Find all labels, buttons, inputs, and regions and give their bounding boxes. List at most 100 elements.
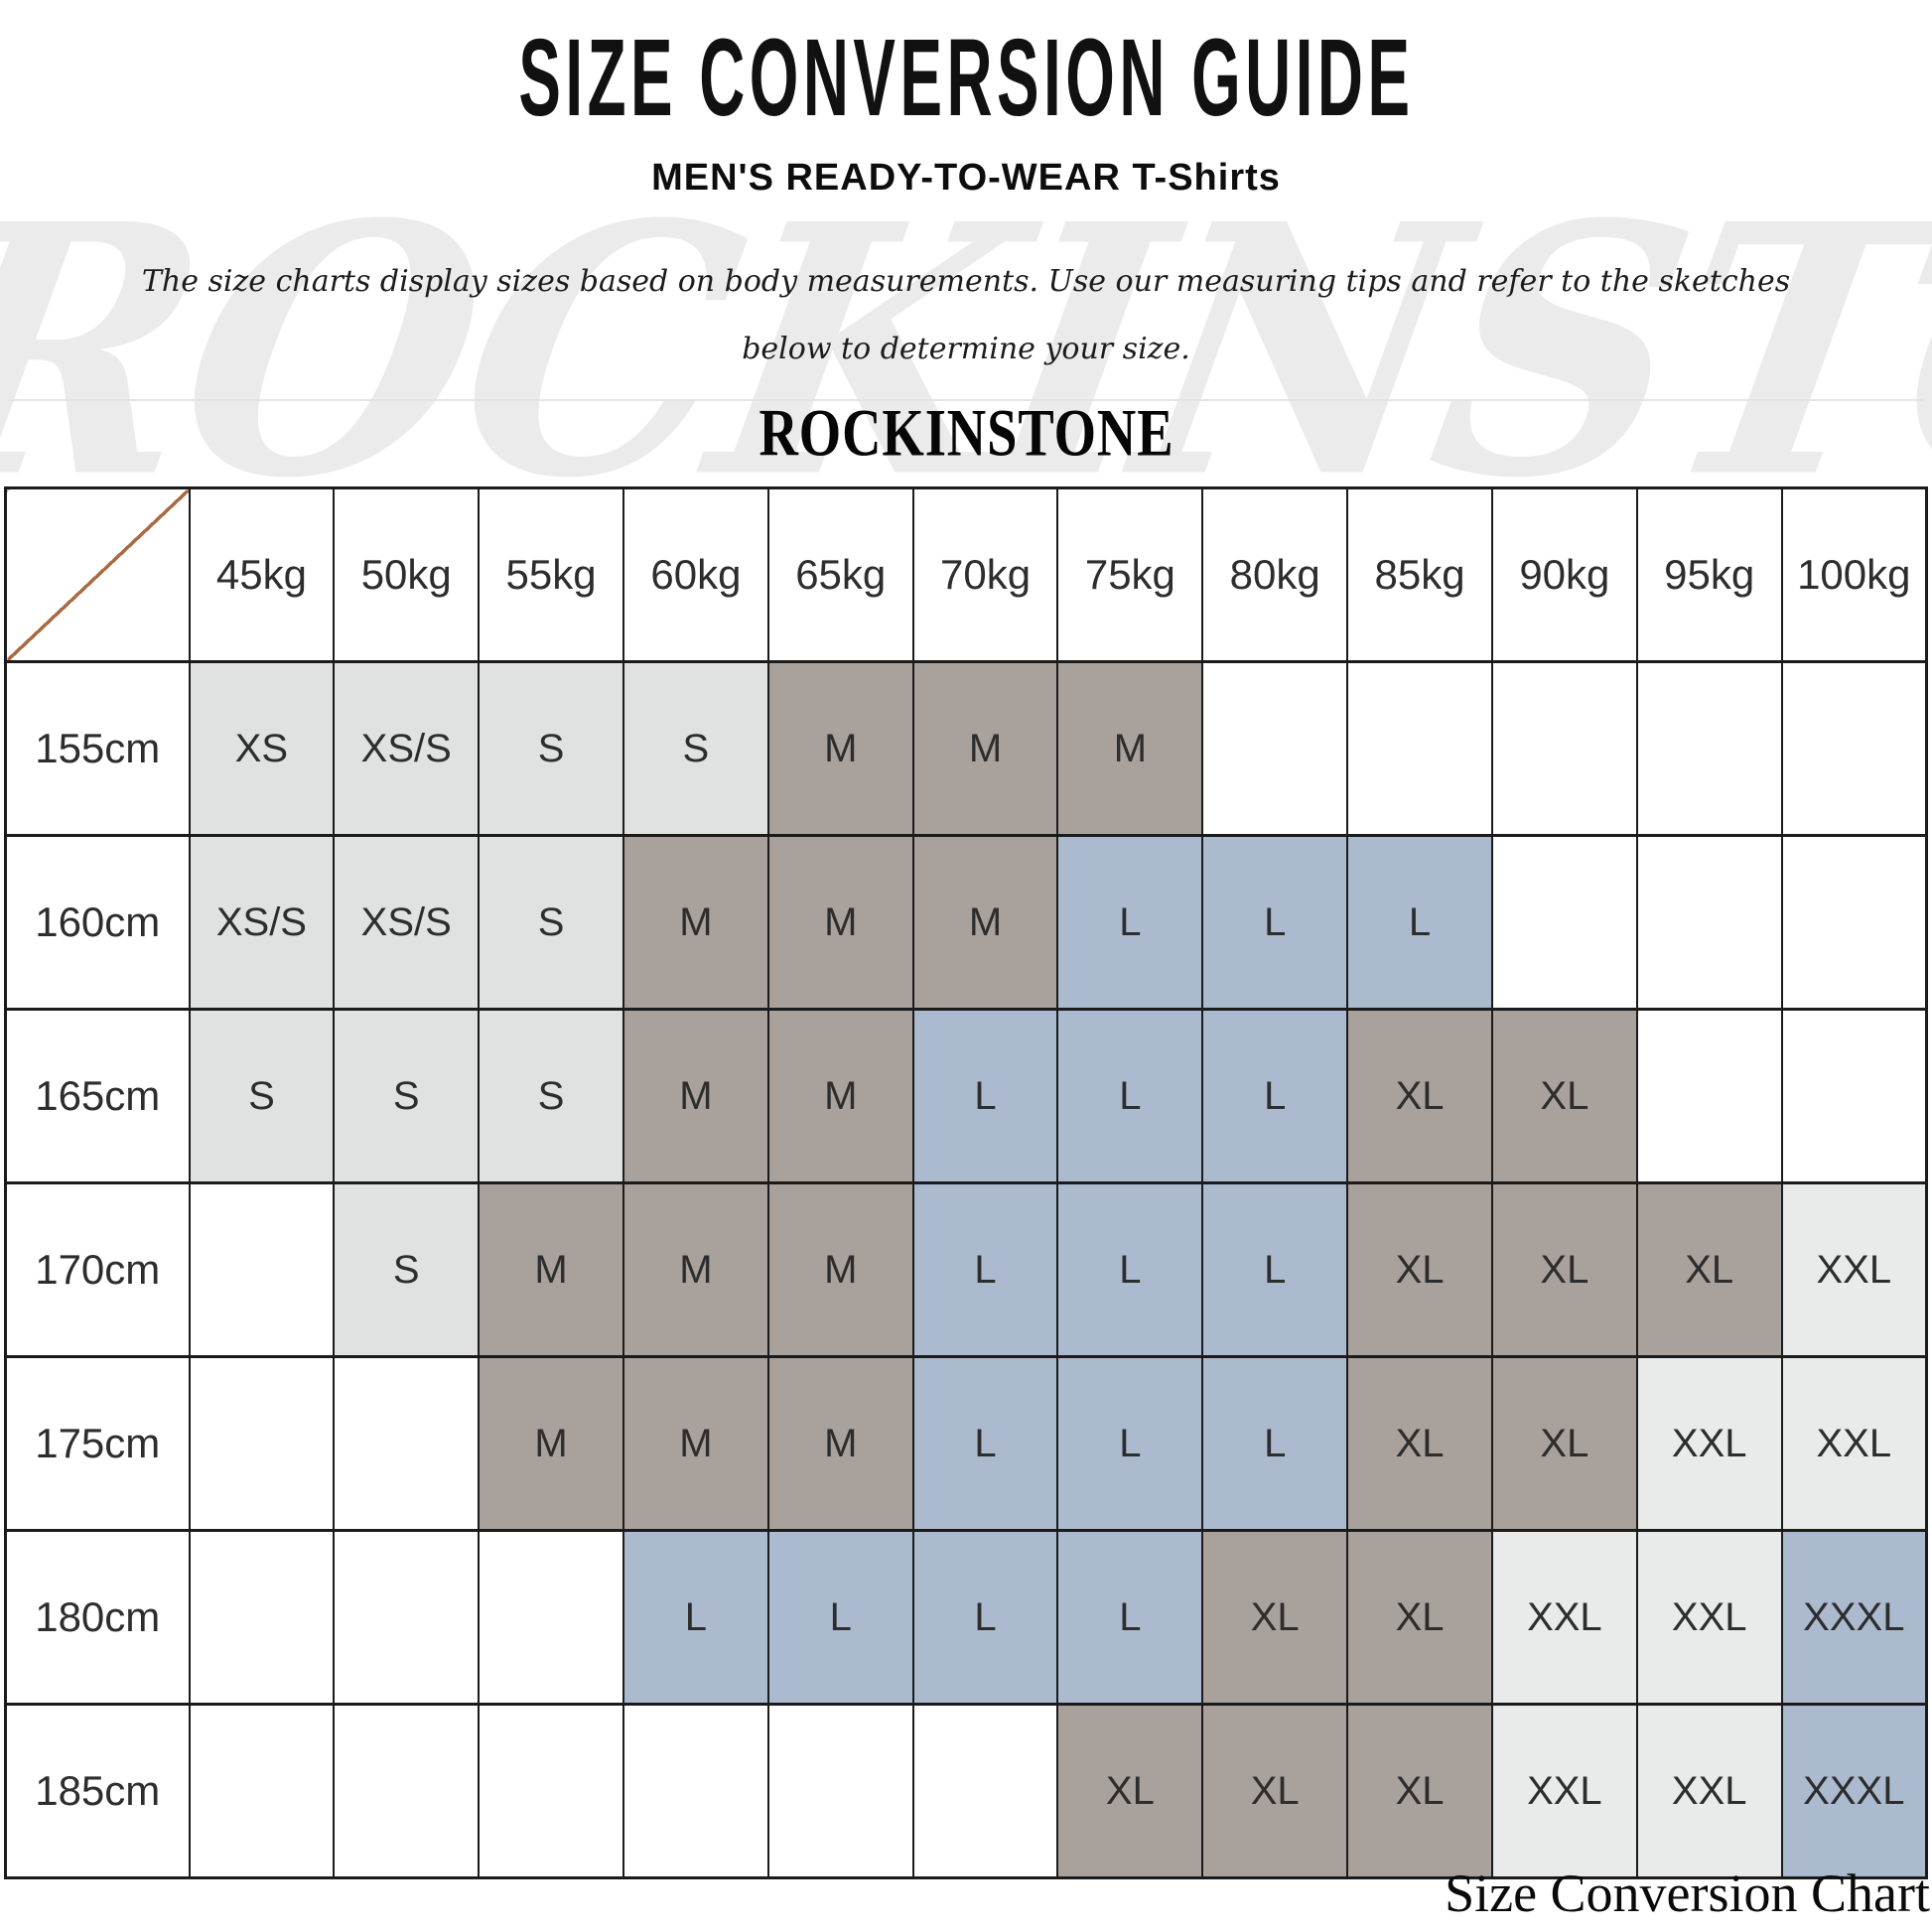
size-cell-155cm-55kg: S xyxy=(478,660,624,837)
weight-header-95kg: 95kg xyxy=(1635,486,1783,663)
height-header-175cm: 175cm xyxy=(4,1355,191,1532)
size-cell-185cm-55kg xyxy=(478,1703,624,1879)
table-row-175cm: 175cm M M M L L L XL XL XXL XXL xyxy=(4,1355,1928,1532)
size-cell-160cm-50kg: XS/S xyxy=(333,834,481,1011)
size-cell-170cm-75kg: L xyxy=(1056,1181,1204,1358)
table-row-185cm: 185cm XL XL XL XXL XXL XXXL xyxy=(4,1703,1928,1879)
size-cell-165cm-100kg xyxy=(1780,1008,1928,1184)
height-header-165cm: 165cm xyxy=(4,1008,191,1184)
weight-header-70kg: 70kg xyxy=(911,486,1059,663)
size-cell-165cm-50kg: S xyxy=(333,1008,481,1184)
size-cell-175cm-55kg: M xyxy=(478,1355,624,1532)
size-cell-160cm-75kg: L xyxy=(1056,834,1204,1011)
size-cell-155cm-100kg xyxy=(1780,660,1928,837)
weight-header-55kg: 55kg xyxy=(478,486,624,663)
size-cell-175cm-60kg: M xyxy=(621,1355,769,1532)
size-cell-160cm-80kg: L xyxy=(1201,834,1349,1011)
weight-header-65kg: 65kg xyxy=(766,486,914,663)
size-cell-160cm-55kg: S xyxy=(478,834,624,1011)
size-cell-180cm-60kg: L xyxy=(621,1529,769,1706)
page-subtitle: MEN'S READY-TO-WEAR T-Shirts xyxy=(651,157,1281,199)
size-cell-165cm-60kg: M xyxy=(621,1008,769,1184)
size-cell-185cm-85kg: XL xyxy=(1346,1703,1493,1879)
height-header-155cm: 155cm xyxy=(4,660,191,837)
size-cell-165cm-85kg: XL xyxy=(1346,1008,1493,1184)
size-cell-165cm-90kg: XL xyxy=(1490,1008,1638,1184)
size-cell-180cm-55kg xyxy=(478,1529,624,1706)
subtitle-row: MEN'S READY-TO-WEAR T-Shirts xyxy=(0,157,1932,200)
size-cell-180cm-95kg: XXL xyxy=(1635,1529,1783,1706)
size-cell-170cm-85kg: XL xyxy=(1346,1181,1493,1358)
height-header-160cm: 160cm xyxy=(4,834,191,1011)
size-cell-185cm-70kg xyxy=(911,1703,1059,1879)
weight-header-80kg: 80kg xyxy=(1201,486,1349,663)
table-row-160cm: 160cm XS/S XS/S S M M M L L L xyxy=(4,834,1928,1011)
size-cell-175cm-95kg: XXL xyxy=(1635,1355,1783,1532)
size-cell-170cm-55kg: M xyxy=(478,1181,624,1358)
size-cell-185cm-75kg: XL xyxy=(1056,1703,1204,1879)
table-row-170cm: 170cm S M M M L L L XL XL XL XXL xyxy=(4,1181,1928,1358)
table-row-180cm: 180cm L L L L XL XL XXL XXL XXXL xyxy=(4,1529,1928,1706)
size-cell-185cm-65kg xyxy=(766,1703,914,1879)
size-cell-175cm-80kg: L xyxy=(1201,1355,1349,1532)
weight-header-50kg: 50kg xyxy=(333,486,481,663)
size-cell-180cm-100kg: XXXL xyxy=(1780,1529,1928,1706)
size-cell-170cm-60kg: M xyxy=(621,1181,769,1358)
size-cell-180cm-80kg: XL xyxy=(1201,1529,1349,1706)
divider-line xyxy=(8,399,1924,401)
size-cell-160cm-45kg: XS/S xyxy=(188,834,336,1011)
size-cell-155cm-45kg: XS xyxy=(188,660,336,837)
size-cell-175cm-65kg: M xyxy=(766,1355,914,1532)
size-cell-180cm-90kg: XXL xyxy=(1490,1529,1638,1706)
size-cell-175cm-85kg: XL xyxy=(1346,1355,1493,1532)
size-cell-185cm-60kg xyxy=(621,1703,769,1879)
weight-header-45kg: 45kg xyxy=(188,486,336,663)
size-table-container: 45kg 50kg 55kg 60kg 65kg 70kg 75kg 80kg 85kg 90kg… xyxy=(4,486,1928,1879)
size-cell-185cm-50kg xyxy=(333,1703,481,1879)
size-cell-180cm-45kg xyxy=(188,1529,336,1706)
footer-row: Size Conversion Chart xyxy=(0,1863,1930,1924)
brand-row: ROCKINSTONE xyxy=(0,395,1932,471)
corner-diagonal-cell xyxy=(4,486,191,663)
size-cell-165cm-65kg: M xyxy=(766,1008,914,1184)
brand-name: ROCKINSTONE xyxy=(758,396,1173,471)
size-cell-175cm-50kg xyxy=(333,1355,481,1532)
size-cell-170cm-95kg: XL xyxy=(1635,1181,1783,1358)
size-cell-180cm-50kg xyxy=(333,1529,481,1706)
size-cell-155cm-90kg xyxy=(1490,660,1638,837)
weight-header-60kg: 60kg xyxy=(621,486,769,663)
description-line-2: below to determine your size. xyxy=(742,332,1190,366)
size-cell-165cm-55kg: S xyxy=(478,1008,624,1184)
page-title: SIZE CONVERSION GUIDE xyxy=(517,17,1415,140)
size-cell-165cm-70kg: L xyxy=(911,1008,1059,1184)
description-line-1: The size charts display sizes based on b… xyxy=(141,264,1791,299)
weight-header-100kg: 100kg xyxy=(1780,486,1928,663)
size-cell-160cm-90kg xyxy=(1490,834,1638,1011)
footer-caption: Size Conversion Chart xyxy=(1445,1863,1930,1923)
size-cell-155cm-75kg: M xyxy=(1056,660,1204,837)
table-row-155cm: 155cm XS XS/S S S M M M xyxy=(4,660,1928,837)
size-cell-165cm-75kg: L xyxy=(1056,1008,1204,1184)
weight-header-row: 45kg 50kg 55kg 60kg 65kg 70kg 75kg 80kg 85kg 90kg… xyxy=(4,486,1928,663)
size-cell-180cm-75kg: L xyxy=(1056,1529,1204,1706)
size-cell-175cm-45kg xyxy=(188,1355,336,1532)
size-cell-155cm-65kg: M xyxy=(766,660,914,837)
height-header-180cm: 180cm xyxy=(4,1529,191,1706)
size-cell-160cm-65kg: M xyxy=(766,834,914,1011)
height-header-170cm: 170cm xyxy=(4,1181,191,1358)
size-cell-175cm-75kg: L xyxy=(1056,1355,1204,1532)
size-cell-165cm-45kg: S xyxy=(188,1008,336,1184)
size-cell-170cm-50kg: S xyxy=(333,1181,481,1358)
size-cell-170cm-45kg xyxy=(188,1181,336,1358)
size-cell-185cm-80kg: XL xyxy=(1201,1703,1349,1879)
size-cell-155cm-70kg: M xyxy=(911,660,1059,837)
weight-header-90kg: 90kg xyxy=(1490,486,1638,663)
size-cell-180cm-85kg: XL xyxy=(1346,1529,1493,1706)
size-cell-155cm-95kg xyxy=(1635,660,1783,837)
size-cell-160cm-85kg: L xyxy=(1346,834,1493,1011)
size-cell-185cm-90kg: XXL xyxy=(1490,1703,1638,1879)
description: The size charts display sizes based on b… xyxy=(0,248,1932,383)
size-cell-165cm-80kg: L xyxy=(1201,1008,1349,1184)
size-cell-185cm-95kg: XXL xyxy=(1635,1703,1783,1879)
weight-header-75kg: 75kg xyxy=(1056,486,1204,663)
